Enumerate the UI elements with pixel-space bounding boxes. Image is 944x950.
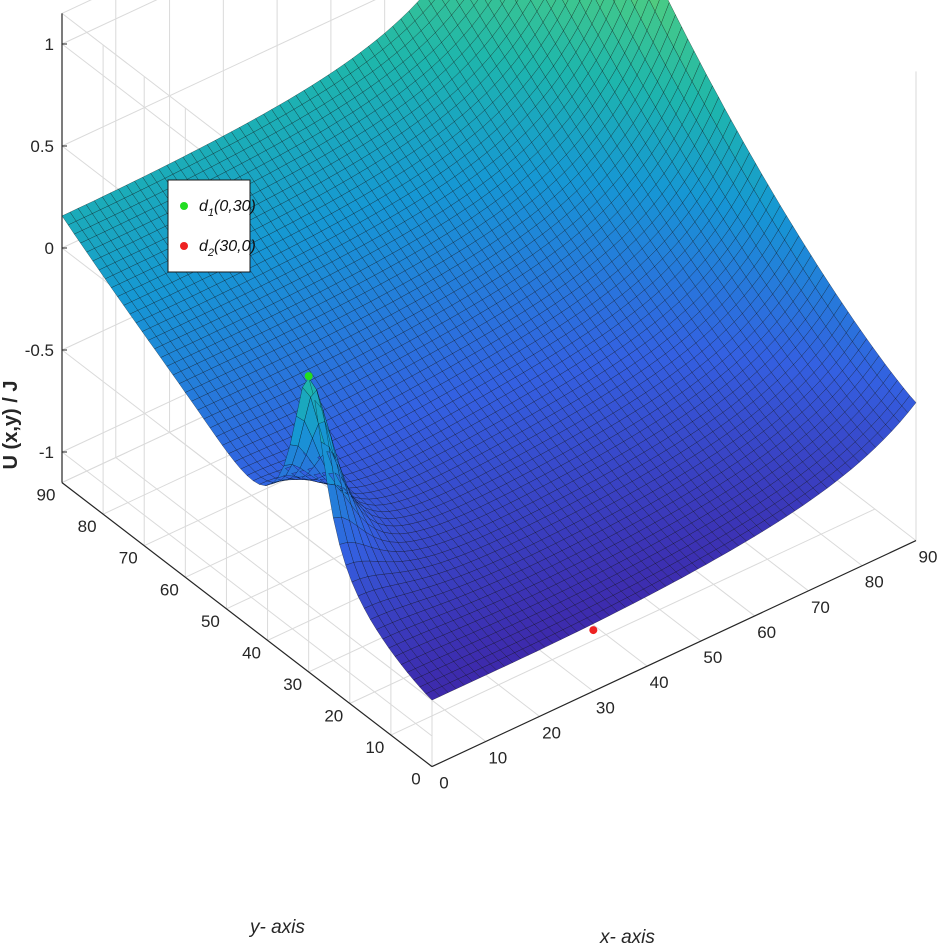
floor-grid-line [115,457,487,742]
z-tick-label: -0.5 [25,341,54,360]
x-tick-label: 50 [703,648,722,667]
x-tick-label: 90 [919,548,938,567]
y-tick-label: 70 [119,549,138,568]
surface-cell [456,0,465,6]
surface-cell [901,395,917,413]
x-tick-label: 70 [811,598,830,617]
legend-box [167,179,251,273]
x-tick-label: 80 [865,573,884,592]
legend-entry-d1: d1(0,30) [199,198,256,219]
y-tick-label: 60 [160,580,179,599]
z-tick-label: -1 [39,443,54,462]
y-axis-label: y- axis [248,917,305,938]
z-tick-label: 0.5 [30,137,54,156]
y-tick-label: 50 [201,612,220,631]
legend-entry-d2: d2(30,0) [199,238,256,259]
y-tick-label: 90 [37,486,56,505]
x-axis-line [431,540,917,768]
y-tick-label: 80 [78,517,97,536]
data-point-d1 [304,372,313,381]
wall-grid-line [61,0,376,147]
surface-cell [630,0,638,8]
x-tick-label: 30 [596,698,615,717]
x-tick-label: 0 [439,774,448,793]
legend-marker-d2 [180,242,188,250]
surface-cell [484,0,492,6]
wall-grid-line [61,0,158,45]
surface-mesh [61,0,917,701]
surface-cell [428,0,435,5]
floor-grid-line [390,508,876,736]
z-axis-label: U (x,y) / J [0,381,22,470]
x-tick-label: 10 [488,748,507,767]
legend-marker-d1 [180,202,188,210]
surface-cell [442,0,450,6]
z-tick-label: 1 [45,35,54,54]
y-tick-label: 40 [242,643,261,662]
data-point-d2 [589,626,598,635]
data-points [304,372,598,635]
z-tick-label: 0 [45,239,54,258]
surface-cell [546,0,557,10]
surface-cell [499,0,506,5]
surface-cell [613,0,616,3]
wall-grid-line [61,451,433,737]
y-tick-label: 30 [283,675,302,694]
x-tick-label: 20 [542,723,561,742]
surface-cell [595,0,604,9]
x-axis-label: x- axis [599,927,655,948]
y-tick-label: 0 [411,770,420,789]
y-axis-line [61,482,433,768]
surface-cell [649,0,660,12]
y-tick-label: 20 [324,706,343,725]
x-tick-label: 40 [650,673,669,692]
legend: d1(0,30) d2(30,0) [167,179,256,273]
surface-cell [514,0,519,3]
tick-labels: 01020304050607080900102030405060708090-1… [25,35,938,793]
surface-cell [470,0,479,6]
surface-cell [562,0,569,6]
y-tick-label: 10 [365,738,384,757]
x-tick-label: 60 [757,623,776,642]
